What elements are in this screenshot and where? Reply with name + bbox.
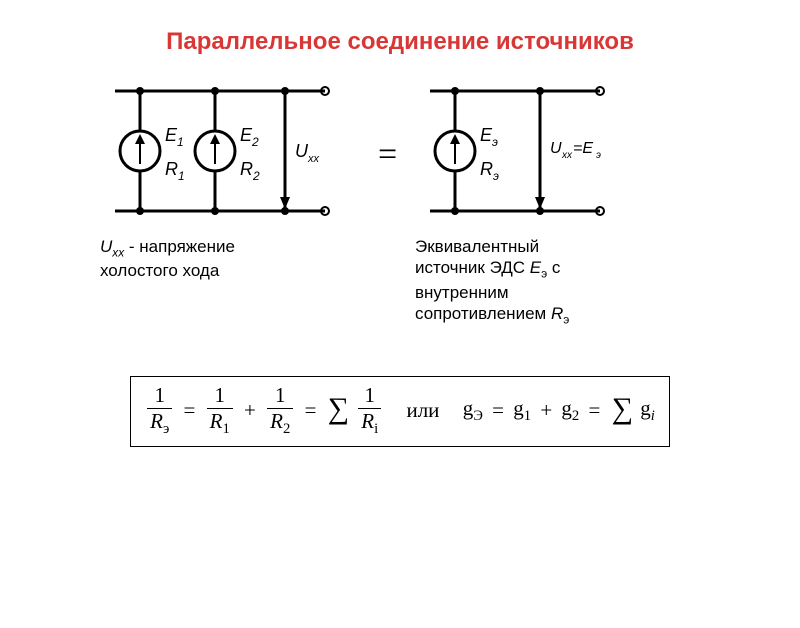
frac-Ri-den: Ri [358,409,381,438]
equation-wrapper: 1 Rэ = 1 R1 + 1 R2 = ∑ 1 Ri или gЭ = g1 … [0,366,800,447]
right-caption-line2: источник ЭДС Eэ с [415,258,560,277]
left-caption: Uxx - напряжение холостого хода [100,236,235,282]
equals-sign: = [378,136,397,174]
svg-text:э: э [492,135,498,149]
left-caption-line1: Uxx - напряжение [100,237,235,256]
g-eq-lhs: gЭ [463,396,483,420]
svg-text:1: 1 [178,169,185,183]
circuit-left: E 1 R 1 E 2 R 2 U xx [95,71,355,251]
frac-Ri: 1 Ri [358,383,381,438]
op-plus1: + [244,398,256,423]
frac-R1-num: 1 [207,383,233,409]
right-caption-line3: внутренним [415,283,509,302]
frac-R1-den: R1 [207,409,233,438]
right-caption-line4: сопротивлением Rэ [415,304,569,323]
frac-R1: 1 R1 [207,383,233,438]
right-caption-line1: Эквивалентный [415,237,539,256]
svg-text:э: э [596,150,601,161]
svg-text:R: R [240,159,253,179]
svg-text:U: U [550,140,562,157]
op-eq3: = [492,398,504,423]
op-eq2: = [305,398,317,423]
svg-text:R: R [480,159,493,179]
svg-text:U: U [295,141,309,161]
svg-text:э: э [493,169,499,183]
sum-icon-1: ∑ [328,392,349,426]
g-eq-r2: g2 [561,396,579,420]
frac-R2-den: R2 [267,409,293,438]
svg-text:R: R [165,159,178,179]
page-title: Параллельное соединение источников [0,28,800,56]
right-caption: Эквивалентный источник ЭДС Eэ с внутренн… [415,236,569,327]
frac-Re-num: 1 [147,383,172,409]
circuit-right: E э R э U xx =E э [410,71,630,251]
equation-box: 1 Rэ = 1 R1 + 1 R2 = ∑ 1 Ri или gЭ = g1 … [130,376,670,447]
diagram-area: E 1 R 1 E 2 R 2 U xx = E э R э U [0,66,800,366]
svg-text:=E: =E [573,140,593,157]
op-eq1: = [184,398,196,423]
svg-text:2: 2 [252,169,260,183]
op-eq4: = [589,398,601,423]
svg-text:2: 2 [251,135,259,149]
or-text: или [406,398,439,422]
frac-Re-den: Rэ [147,409,172,438]
frac-Re: 1 Rэ [147,383,172,438]
svg-text:1: 1 [177,135,184,149]
frac-Ri-num: 1 [358,383,381,409]
svg-text:xx: xx [561,150,573,161]
g-eq-sum: gi [640,396,655,420]
sum-icon-2: ∑ [612,392,633,426]
op-plus2: + [540,398,552,423]
g-eq-r1: g1 [513,396,531,420]
frac-R2: 1 R2 [267,383,293,438]
left-caption-line2: холостого хода [100,261,219,280]
svg-text:xx: xx [307,153,320,165]
frac-R2-num: 1 [267,383,293,409]
